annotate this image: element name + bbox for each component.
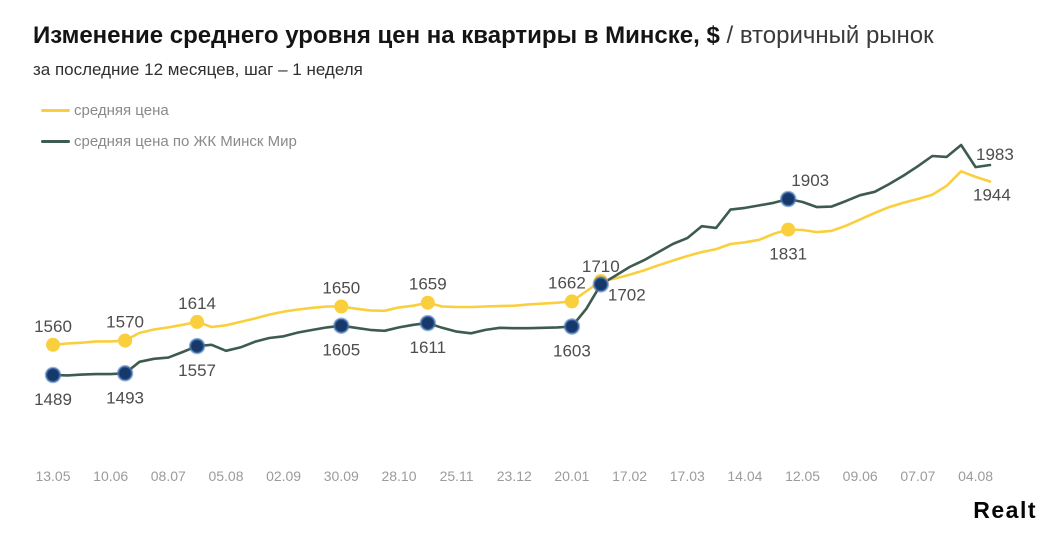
data-point-marker bbox=[333, 317, 350, 334]
point-label: 1659 bbox=[409, 275, 447, 294]
data-point-marker bbox=[44, 366, 62, 384]
x-axis-label: 09.06 bbox=[843, 468, 878, 484]
x-axis-label: 04.08 bbox=[958, 468, 993, 484]
data-point-marker bbox=[190, 314, 205, 329]
point-label: 1493 bbox=[106, 388, 144, 407]
chart-legend: средняя цена средняя цена по ЖК Минск Ми… bbox=[41, 101, 297, 163]
page-title-suffix: / вторичный рынок bbox=[719, 22, 934, 49]
realt-logo: Realt bbox=[973, 497, 1037, 523]
series-line-1 bbox=[51, 143, 992, 377]
x-axis-label: 20.01 bbox=[554, 468, 589, 484]
series-line-0 bbox=[51, 170, 992, 347]
point-label: 1702 bbox=[608, 285, 646, 304]
legend-swatch-dark bbox=[41, 140, 70, 143]
data-point-marker bbox=[188, 337, 206, 355]
x-axis-label: 14.04 bbox=[727, 468, 762, 484]
x-axis-label: 13.05 bbox=[35, 468, 70, 484]
page-title: Изменение среднего уровня цен на квартир… bbox=[33, 22, 934, 50]
point-label: 1983 bbox=[976, 145, 1014, 164]
x-axis-label: 08.07 bbox=[151, 468, 186, 484]
point-label: 1570 bbox=[106, 313, 144, 332]
x-axis-label: 02.09 bbox=[266, 468, 301, 484]
data-point-marker bbox=[46, 337, 60, 352]
legend-swatch-yellow bbox=[41, 109, 70, 112]
data-point-marker bbox=[419, 314, 437, 332]
legend-item-average-price: средняя цена bbox=[41, 101, 297, 120]
page-title-main: Изменение среднего уровня цен на квартир… bbox=[33, 22, 720, 49]
point-label: 1605 bbox=[322, 341, 360, 360]
point-label: 1611 bbox=[410, 338, 447, 357]
legend-label: средняя цена по ЖК Минск Мир bbox=[74, 133, 297, 150]
point-label: 1710 bbox=[582, 257, 620, 276]
point-label: 1650 bbox=[322, 279, 360, 298]
data-point-marker bbox=[564, 294, 579, 309]
data-point-marker bbox=[563, 318, 581, 335]
x-axis-label: 17.03 bbox=[670, 468, 705, 484]
point-label: 1662 bbox=[548, 273, 586, 292]
legend-label: средняя цена bbox=[74, 102, 169, 119]
data-point-marker bbox=[118, 333, 133, 348]
data-point-marker bbox=[781, 222, 796, 237]
point-label: 1903 bbox=[791, 171, 829, 190]
data-point-marker bbox=[116, 365, 134, 382]
point-label: 1489 bbox=[34, 390, 72, 409]
data-point-marker bbox=[334, 299, 349, 314]
point-label: 1614 bbox=[178, 294, 216, 313]
x-axis-label: 12.05 bbox=[785, 468, 820, 484]
data-point-marker bbox=[592, 276, 610, 293]
x-axis-label: 25.11 bbox=[440, 468, 474, 484]
data-point-marker bbox=[779, 190, 797, 208]
x-axis-label: 05.08 bbox=[208, 468, 243, 484]
legend-item-minsk-mir: средняя цена по ЖК Минск Мир bbox=[41, 132, 297, 151]
x-axis-label: 10.06 bbox=[93, 468, 128, 484]
point-label: 1560 bbox=[34, 317, 72, 336]
data-point-marker bbox=[420, 295, 435, 310]
x-axis-label: 17.02 bbox=[612, 468, 647, 484]
page-subtitle: за последние 12 месяцев, шаг – 1 неделя bbox=[33, 60, 363, 79]
point-label: 1557 bbox=[178, 361, 216, 380]
x-axis-label: 30.09 bbox=[324, 468, 359, 484]
point-label: 1603 bbox=[553, 342, 591, 361]
x-axis-label: 28.10 bbox=[381, 468, 416, 484]
x-axis-label: 07.07 bbox=[900, 468, 935, 484]
x-axis-label: 23.12 bbox=[497, 468, 532, 484]
point-label: 1944 bbox=[973, 186, 1011, 205]
point-label: 1831 bbox=[769, 245, 807, 264]
